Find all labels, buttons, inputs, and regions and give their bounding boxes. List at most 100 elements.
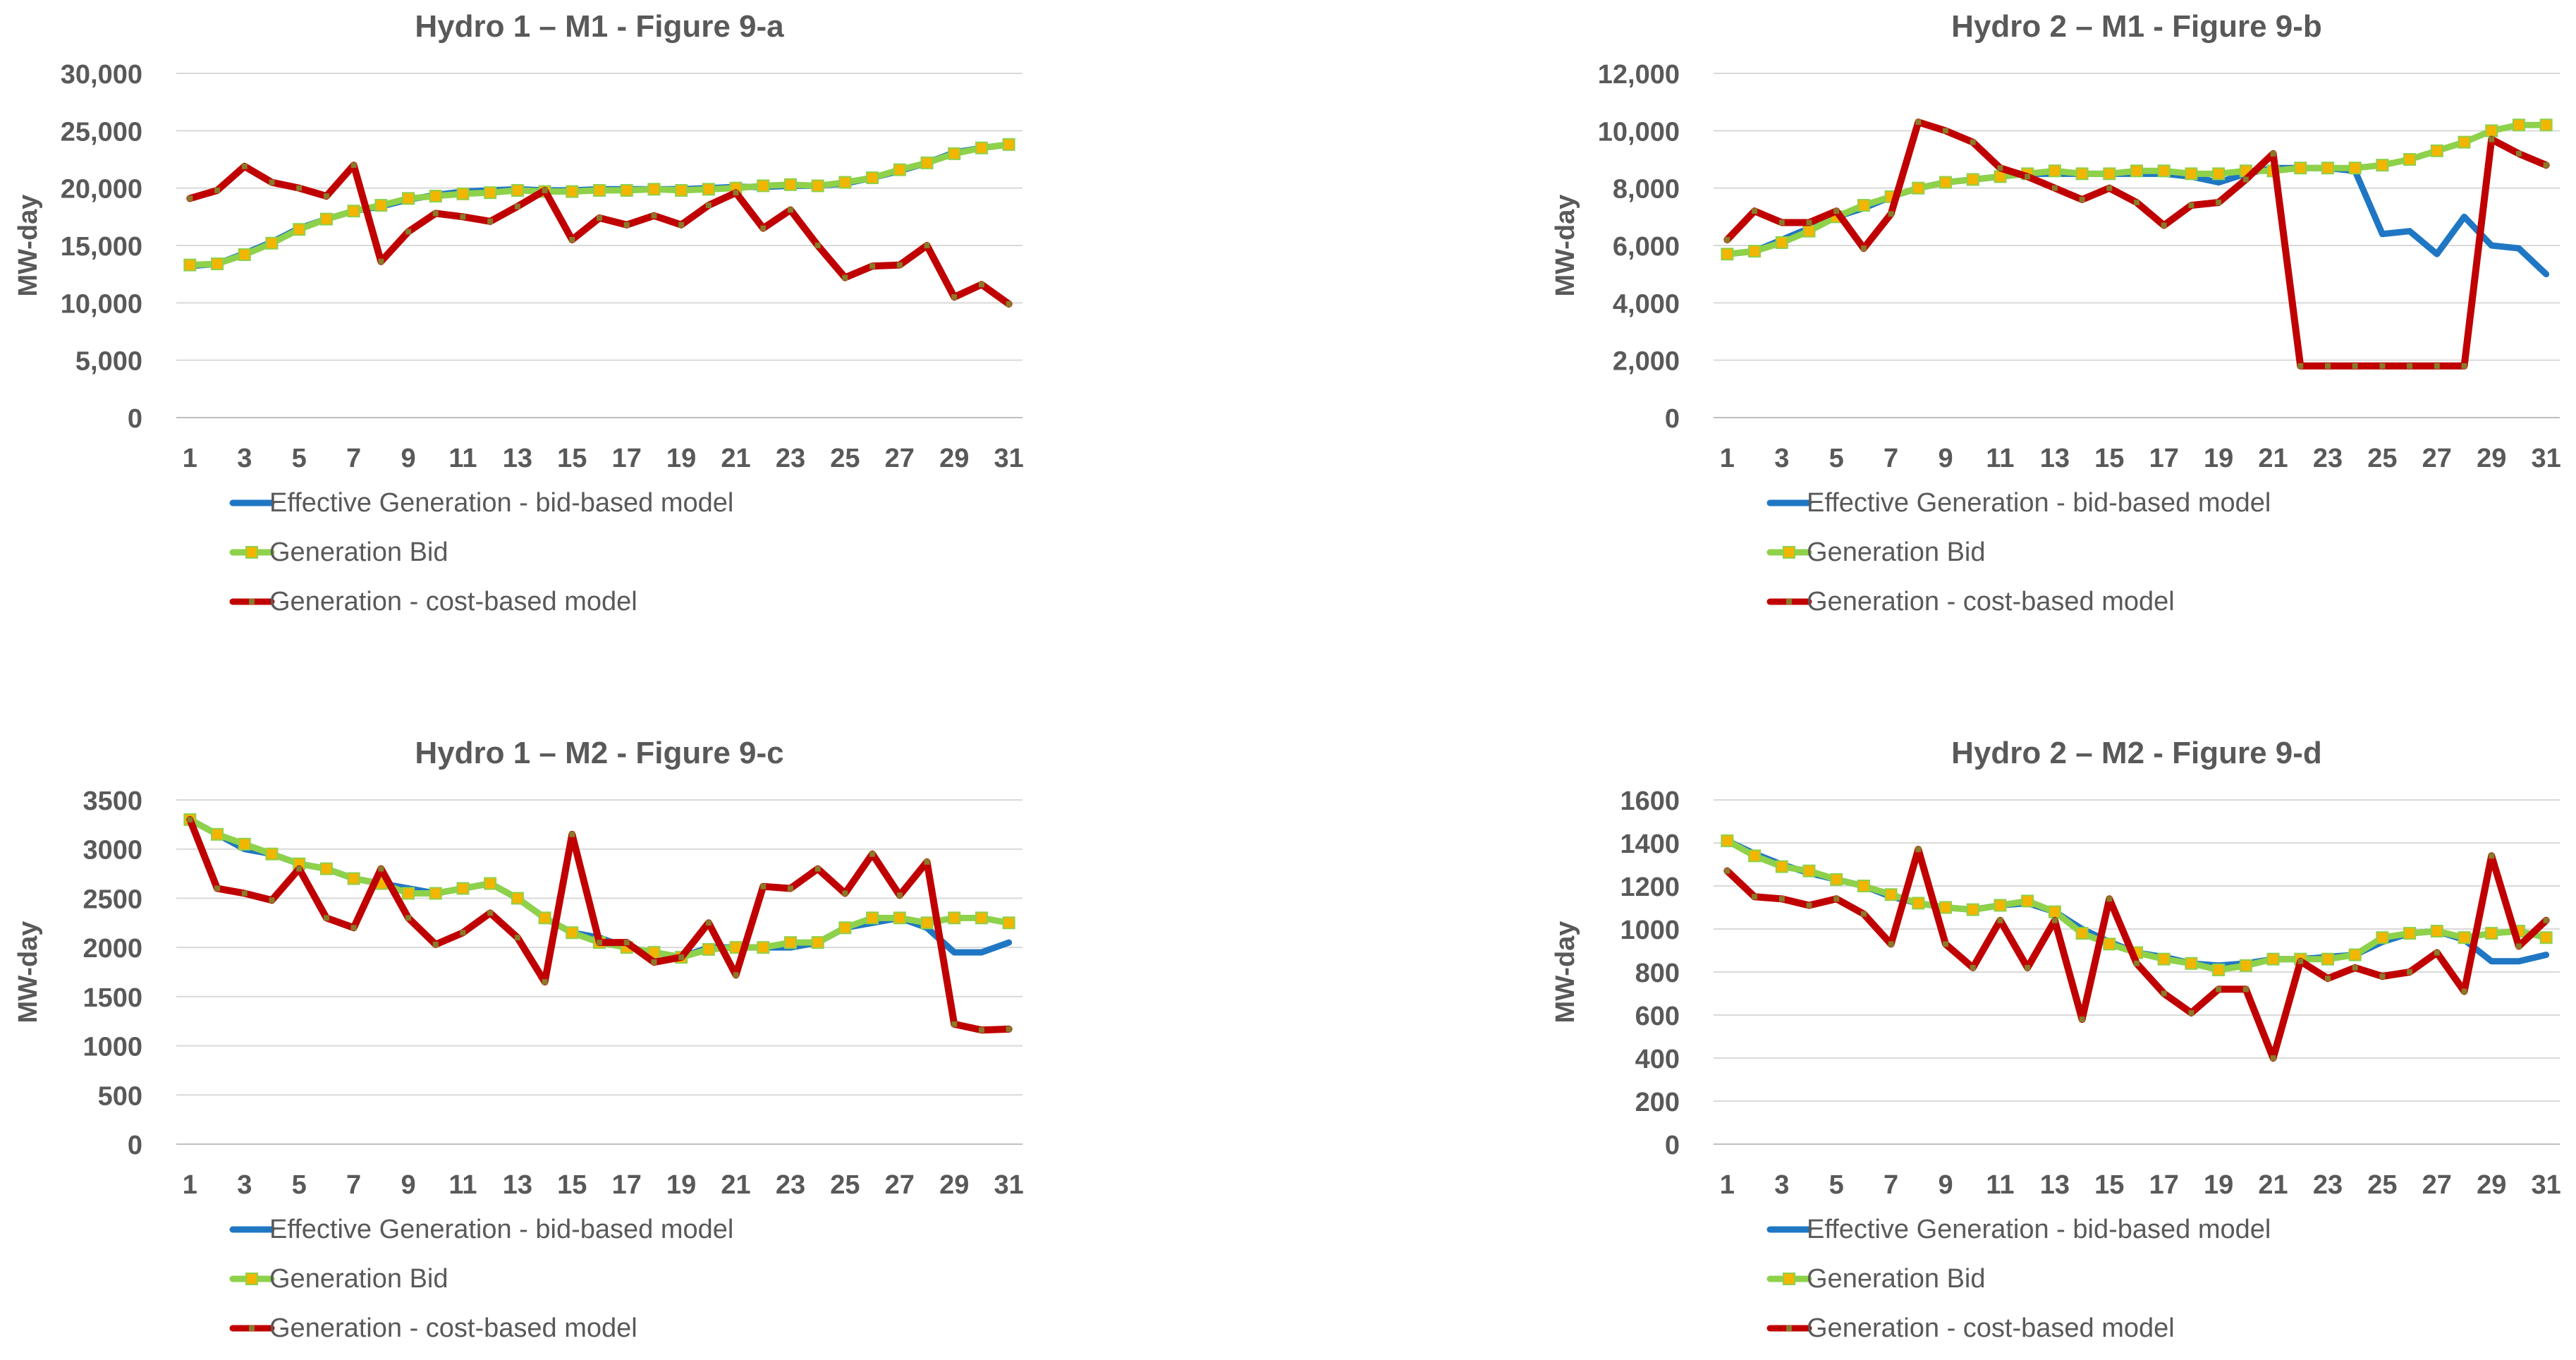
bid-point <box>783 178 797 191</box>
y-tick-label: 12,000 <box>1598 60 1680 90</box>
bid-point <box>1939 176 1953 189</box>
x-tick-label: 5 <box>292 1170 307 1200</box>
bid-point <box>2539 119 2553 132</box>
chart-svg: Hydro 2 – M2 - Figure 9-d 0 200 400 600 800 10… <box>1551 736 2561 1343</box>
bid-point <box>566 926 579 940</box>
bid-point <box>2458 135 2471 149</box>
x-tick-label: 11 <box>1986 444 2014 473</box>
cost-point <box>2461 988 2467 995</box>
cost-point <box>1778 219 1785 226</box>
cost-point <box>241 163 248 169</box>
x-tick-label: 17 <box>2149 1170 2179 1200</box>
cost-point <box>514 203 520 210</box>
bid-point <box>456 187 470 200</box>
bid-point <box>2266 952 2280 966</box>
x-tick-label: 25 <box>2367 1170 2397 1200</box>
cost-point <box>2079 1016 2085 1023</box>
series-line-cost <box>186 815 1013 1034</box>
cost-point <box>2379 363 2386 369</box>
bid-point <box>183 258 197 272</box>
x-tick-label: 5 <box>292 444 307 473</box>
cost-point <box>514 935 520 941</box>
cost-point <box>1860 911 1867 917</box>
x-tick-label: 3 <box>237 1170 252 1200</box>
x-tick-label: 7 <box>346 444 361 473</box>
x-tick-label: 15 <box>557 1170 587 1200</box>
bid-point <box>783 936 797 949</box>
bid-point <box>265 236 279 250</box>
y-tick-label: 600 <box>1635 1002 1680 1031</box>
cost-point <box>678 954 685 961</box>
cost-point <box>2434 363 2440 369</box>
cost-point <box>787 207 793 213</box>
cost-point <box>1970 139 1976 145</box>
cost-point <box>542 187 548 193</box>
bid-point <box>238 248 251 262</box>
bid-point <box>2021 894 2034 908</box>
bid-point <box>1748 849 1762 863</box>
bid-point <box>1939 901 1953 914</box>
cost-point <box>896 892 903 899</box>
cost-point <box>569 831 575 837</box>
x-tick-label: 29 <box>939 444 969 473</box>
cost-point <box>814 243 821 248</box>
y-tick-label: 1400 <box>1620 830 1680 859</box>
bid-point <box>948 147 961 160</box>
bid-point <box>757 941 770 954</box>
bid-point <box>811 179 824 193</box>
cost-point <box>869 263 876 269</box>
y-tick-label: 2000 <box>83 934 142 964</box>
bid-point <box>2239 959 2252 972</box>
cost-point <box>623 221 630 228</box>
cost-point <box>951 1021 958 1027</box>
bid-point <box>920 156 934 169</box>
y-tick-label: 1200 <box>1620 873 1680 902</box>
cost-point <box>1833 208 1840 214</box>
cost-point <box>187 816 193 822</box>
bid-point <box>2048 164 2061 178</box>
y-tick-label: 800 <box>1635 959 1680 988</box>
x-tick-label: 1 <box>183 1170 197 1200</box>
bid-point <box>2430 925 2443 938</box>
cost-point <box>2379 973 2386 980</box>
cost-point <box>2489 853 2495 859</box>
y-tick-label: 30,000 <box>61 60 142 90</box>
cost-point <box>1915 846 1922 853</box>
legend-label: Generation Bid <box>269 1264 448 1294</box>
cost-point <box>378 866 384 872</box>
bid-point <box>1802 864 1816 878</box>
y-tick-label: 10,000 <box>1598 117 1680 147</box>
x-tick-label: 11 <box>1986 1170 2014 1200</box>
y-tick-label: 200 <box>1635 1088 1680 1117</box>
x-tick-label: 25 <box>830 1170 860 1200</box>
cost-point <box>2134 200 2139 205</box>
x-tick-label: 13 <box>503 1170 532 1200</box>
chart-hydro2-m2: Hydro 2 – M2 - Figure 9-d 0 200 400 600 800 10… <box>1537 727 2574 1360</box>
y-tick-label: 25,000 <box>61 117 142 147</box>
x-tick-label: 23 <box>776 1170 805 1200</box>
cost-point <box>2407 363 2413 369</box>
bid-point <box>2157 164 2171 178</box>
bid-point <box>2403 927 2417 940</box>
x-tick-label: 15 <box>557 444 587 473</box>
cost-point <box>269 897 275 904</box>
bid-point <box>2075 927 2089 940</box>
bid-point <box>1857 199 1870 212</box>
cost-point <box>978 281 984 288</box>
bid-point <box>456 882 470 895</box>
bid-point <box>511 892 524 905</box>
bid-point <box>511 183 524 197</box>
cost-point <box>1943 941 1949 947</box>
bid-point <box>838 176 852 189</box>
chart-hydro2-m1: Hydro 2 – M1 - Figure 9-b 0 2,000 4,000 6,00… <box>1537 0 2574 638</box>
bid-point <box>1721 248 1734 261</box>
bid-point <box>211 257 224 271</box>
bid-point <box>2185 167 2198 181</box>
cost-point <box>705 920 712 926</box>
x-tick-label: 13 <box>2040 1170 2070 1200</box>
x-tick-label: 23 <box>2313 1170 2343 1200</box>
legend-label: Generation - cost-based model <box>269 1313 637 1343</box>
x-tick-label: 5 <box>1829 444 1844 473</box>
bid-point <box>484 877 497 890</box>
bid-point <box>1857 880 1870 892</box>
